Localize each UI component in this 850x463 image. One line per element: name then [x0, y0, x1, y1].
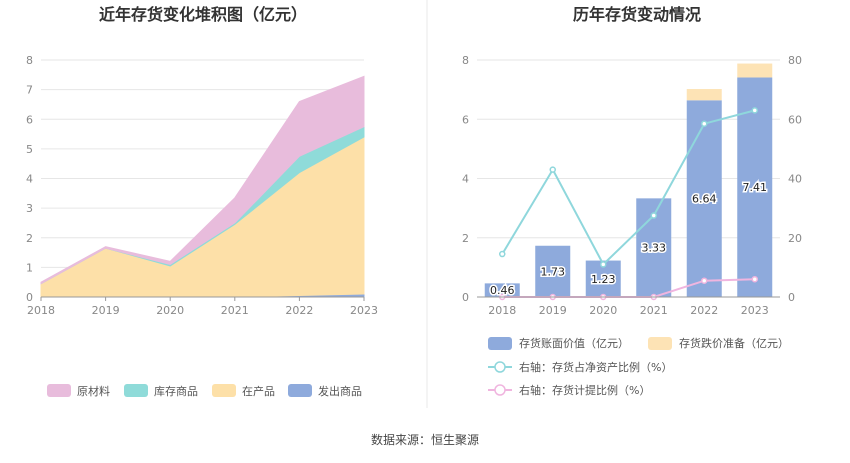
bar-book-value: [535, 245, 571, 297]
inventory-stacked-area-chart: 近年存货变化堆积图（亿元） 0 1 2 3 4 5 6 7 8 2018 2019 2020 2021…: [26, 5, 378, 398]
left-ytick-label: 5: [26, 143, 33, 156]
right-bars: [484, 63, 773, 297]
right-y2tick-label: 20: [788, 232, 802, 245]
right-ytick-label: 8: [462, 54, 469, 67]
left-legend-label: 原材料: [77, 384, 110, 398]
right-xtick-label: 2023: [741, 304, 769, 317]
bar-value-label: 0.46: [490, 284, 515, 297]
left-legend-item[interactable]: 在产品: [212, 384, 275, 398]
right-legend-item[interactable]: 右轴：存货占净资产比例（%）: [488, 360, 672, 374]
left-legend-swatch: [212, 384, 236, 397]
left-legend-label: 发出商品: [318, 384, 362, 398]
left-legend-label: 在产品: [242, 384, 275, 398]
left-legend-swatch: [124, 384, 148, 397]
right-xtick-label: 2022: [690, 304, 718, 317]
left-ytick-label: 3: [26, 202, 33, 215]
left-xtick-label: 2020: [156, 304, 184, 317]
right-legend-label: 右轴：存货占净资产比例（%）: [519, 360, 672, 374]
line-ratio_net: [501, 109, 756, 267]
right-y2tick-label: 0: [788, 291, 795, 304]
right-ytick-label: 4: [462, 173, 469, 186]
left-legend-item[interactable]: 库存商品: [124, 384, 198, 398]
bar-book-value: [686, 100, 722, 297]
right-xtick-label: 2021: [640, 304, 668, 317]
left-ytick-label: 8: [26, 54, 33, 67]
left-chart-title: 近年存货变化堆积图（亿元）: [99, 5, 307, 24]
right-axis: 2018 2019 2020 2021 2022 2023: [477, 296, 780, 317]
right-y2tick-label: 40: [788, 173, 802, 186]
right-legend-swatch: [488, 337, 512, 350]
bar-value-label: 1.73: [541, 265, 566, 278]
left-legend-swatch: [288, 384, 312, 397]
right-legend-item[interactable]: 存货账面价值（亿元）: [488, 336, 629, 350]
right-legend-marker: [494, 361, 506, 373]
left-xtick-label: 2022: [285, 304, 313, 317]
left-legend-item[interactable]: 发出商品: [288, 384, 362, 398]
point-ratio_net: [650, 212, 657, 219]
bar-value-label: 7.41: [743, 181, 768, 194]
point-ratio_net: [600, 261, 607, 268]
point-ratio_reserve: [751, 275, 758, 283]
right-xtick-label: 2019: [539, 304, 567, 317]
bar-impairment-reserve: [686, 89, 722, 101]
left-legend: 原材料 库存商品 在产品 发出商品: [47, 384, 362, 398]
left-legend-label: 库存商品: [154, 384, 198, 398]
right-ytick-label: 0: [462, 291, 469, 304]
left-ytick-label: 4: [26, 173, 33, 186]
right-legend-item[interactable]: 右轴：存货计提比例（%）: [488, 383, 650, 397]
left-xtick-label: 2021: [221, 304, 249, 317]
right-legend-label: 存货跌价准备（亿元）: [679, 336, 789, 350]
point-ratio_net: [701, 120, 708, 127]
left-ytick-label: 2: [26, 232, 33, 245]
right-xtick-label: 2020: [589, 304, 617, 317]
left-xtick-label: 2019: [92, 304, 120, 317]
left-ytick-label: 7: [26, 84, 33, 97]
right-legend-label: 右轴：存货计提比例（%）: [519, 383, 650, 397]
bar-impairment-reserve: [737, 63, 773, 78]
left-areas: [40, 75, 365, 298]
left-xtick-label: 2023: [350, 304, 378, 317]
point-ratio_net: [499, 250, 506, 258]
data-source-note: 数据来源：恒生聚源: [371, 432, 479, 447]
right-y2tick-label: 60: [788, 113, 802, 126]
bar-book-value: [484, 283, 520, 297]
right-lines: 0.46 1.73 1.23 3.33 6.64 7.41: [489, 107, 769, 301]
right-ytick-label: 6: [462, 113, 469, 126]
left-ytick-label: 1: [26, 261, 33, 274]
point-ratio_net: [751, 107, 758, 114]
left-xtick-label: 2018: [27, 304, 55, 317]
left-legend-swatch: [47, 384, 71, 397]
left-ytick-label: 6: [26, 113, 33, 126]
bar-value-label: 1.23: [591, 273, 616, 286]
right-legend-item[interactable]: 存货跌价准备（亿元）: [648, 336, 789, 350]
right-legend: 存货账面价值（亿元） 存货跌价准备（亿元） 右轴：存货占净资产比例（%） 右轴：存货计…: [488, 336, 789, 397]
right-ytick-label: 2: [462, 232, 469, 245]
left-legend-item[interactable]: 原材料: [47, 384, 110, 398]
point-ratio_net: [549, 166, 556, 173]
left-axis: 2018 2019 2020 2021 2022 2023: [27, 296, 378, 317]
right-legend-label: 存货账面价值（亿元）: [519, 336, 629, 350]
bar-value-label: 3.33: [642, 242, 667, 255]
right-chart-title: 历年存货变动情况: [573, 5, 701, 24]
right-legend-swatch: [648, 337, 672, 350]
right-xtick-label: 2018: [488, 304, 516, 317]
point-ratio_reserve: [701, 277, 708, 284]
bar-value-label: 6.64: [692, 193, 717, 206]
left-ytick-label: 0: [26, 291, 33, 304]
area-raw: [40, 75, 365, 285]
right-legend-marker: [494, 384, 506, 396]
right-y2tick-label: 80: [788, 54, 802, 67]
